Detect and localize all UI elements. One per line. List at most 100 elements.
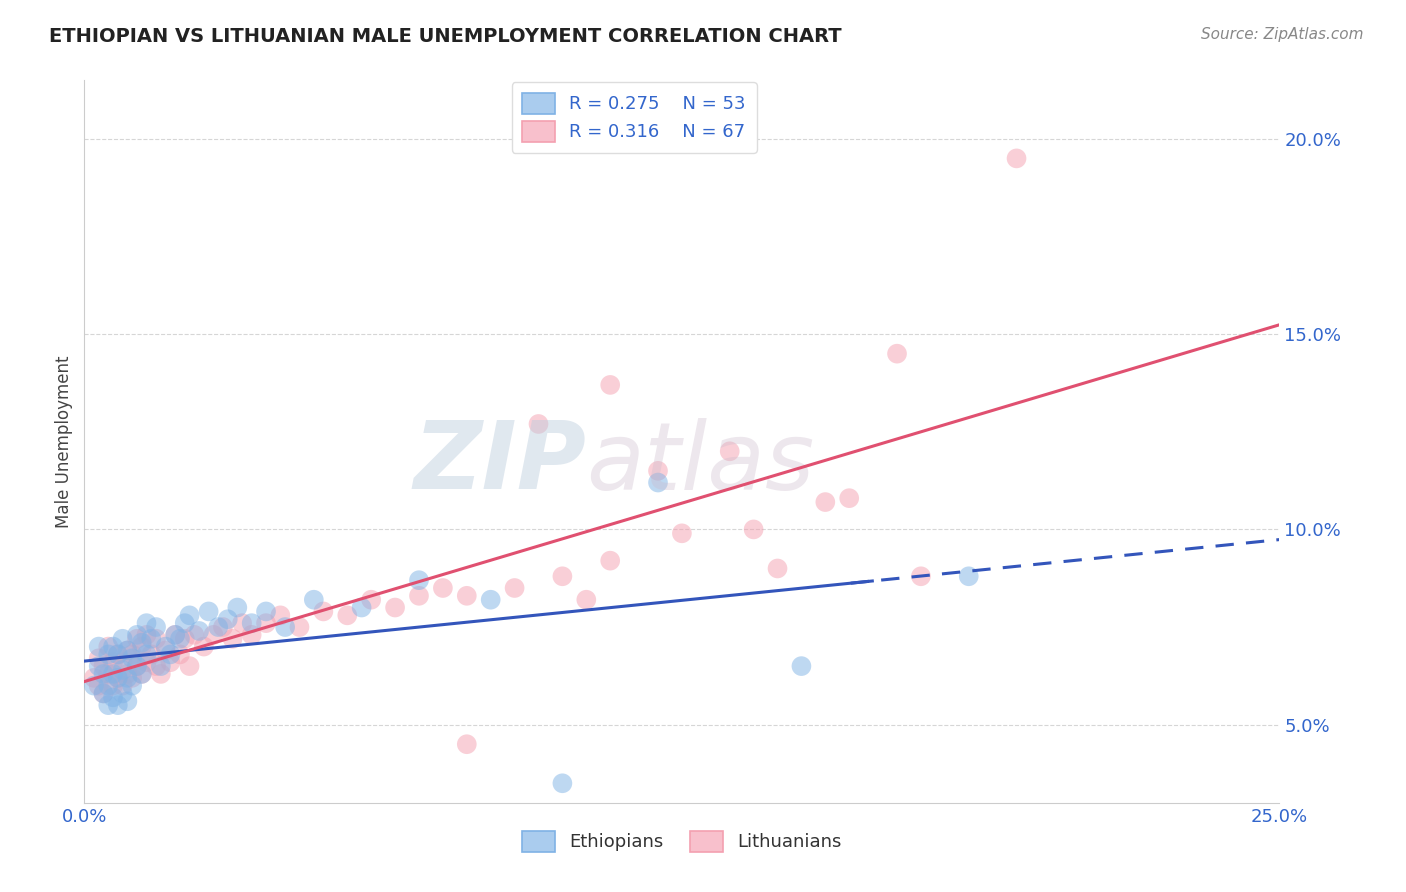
Point (141, 632, 163, 646)
Point (87, 651, 110, 665)
Point (97, 698, 120, 713)
Point (121, 648, 143, 662)
Point (456, 589, 478, 603)
Point (117, 671, 139, 685)
Point (360, 592, 382, 607)
Point (107, 671, 129, 685)
Text: Source: ZipAtlas.com: Source: ZipAtlas.com (1201, 27, 1364, 42)
Point (432, 581, 454, 595)
Point (111, 686, 134, 700)
Point (111, 655, 134, 669)
Point (93, 667, 115, 681)
Point (165, 628, 187, 642)
Point (159, 648, 181, 662)
Point (226, 600, 249, 615)
Point (886, 346, 908, 360)
Point (183, 628, 205, 642)
Point (83, 671, 105, 685)
Point (101, 667, 124, 681)
Y-axis label: Male Unemployment: Male Unemployment (55, 355, 73, 528)
Point (83, 679, 105, 693)
Point (117, 694, 139, 708)
Point (197, 604, 219, 618)
Point (111, 663, 134, 677)
Point (671, 526, 693, 541)
Point (527, 417, 550, 431)
Point (155, 643, 177, 657)
Point (384, 600, 406, 615)
Point (240, 616, 263, 631)
Point (193, 640, 215, 654)
Point (575, 592, 598, 607)
Point (87, 679, 110, 693)
Text: ETHIOPIAN VS LITHUANIAN MALE UNEMPLOYMENT CORRELATION CHART: ETHIOPIAN VS LITHUANIAN MALE UNEMPLOYMEN… (49, 27, 842, 45)
Point (599, 378, 621, 392)
Point (101, 640, 124, 654)
Point (173, 616, 195, 631)
Point (101, 679, 124, 693)
Point (117, 643, 139, 657)
Point (408, 589, 430, 603)
Point (312, 604, 335, 618)
Point (838, 491, 860, 505)
Point (145, 620, 167, 634)
Point (107, 648, 129, 662)
Point (149, 659, 172, 673)
Point (274, 620, 297, 634)
Point (97, 679, 120, 693)
Point (121, 671, 143, 685)
Point (159, 655, 181, 669)
Point (254, 616, 277, 631)
Point (165, 628, 187, 642)
Point (551, 776, 574, 790)
Point (231, 616, 253, 631)
Point (135, 648, 157, 662)
Point (336, 608, 359, 623)
Point (93, 659, 115, 673)
Point (718, 444, 741, 458)
Point (155, 640, 177, 654)
Point (125, 659, 148, 673)
Point (742, 523, 765, 537)
Point (135, 616, 157, 631)
Point (408, 573, 430, 587)
Point (766, 561, 789, 575)
Point (135, 628, 157, 642)
Point (135, 655, 157, 669)
Point (503, 581, 526, 595)
Point (107, 671, 129, 685)
Point (910, 569, 932, 583)
Text: atlas: atlas (586, 417, 814, 508)
Point (647, 464, 669, 478)
Point (790, 659, 813, 673)
Point (87, 659, 110, 673)
Point (121, 679, 143, 693)
Point (125, 628, 148, 642)
Point (169, 632, 191, 646)
Point (111, 632, 134, 646)
Point (107, 698, 129, 713)
Point (117, 643, 139, 657)
Point (97, 648, 120, 662)
Point (149, 667, 172, 681)
Point (111, 679, 134, 693)
Point (207, 620, 229, 634)
Point (456, 737, 478, 751)
Legend: Ethiopians, Lithuanians: Ethiopians, Lithuanians (515, 823, 849, 859)
Point (288, 620, 311, 634)
Point (254, 604, 277, 618)
Point (302, 592, 325, 607)
Point (814, 495, 837, 509)
Point (141, 648, 163, 662)
Point (145, 659, 167, 673)
Point (217, 612, 239, 626)
Point (131, 640, 153, 654)
Point (169, 648, 191, 662)
Point (188, 624, 211, 638)
Point (145, 632, 167, 646)
Point (121, 651, 143, 665)
Point (131, 667, 153, 681)
Point (101, 690, 124, 705)
Point (479, 592, 502, 607)
Text: ZIP: ZIP (413, 417, 586, 509)
